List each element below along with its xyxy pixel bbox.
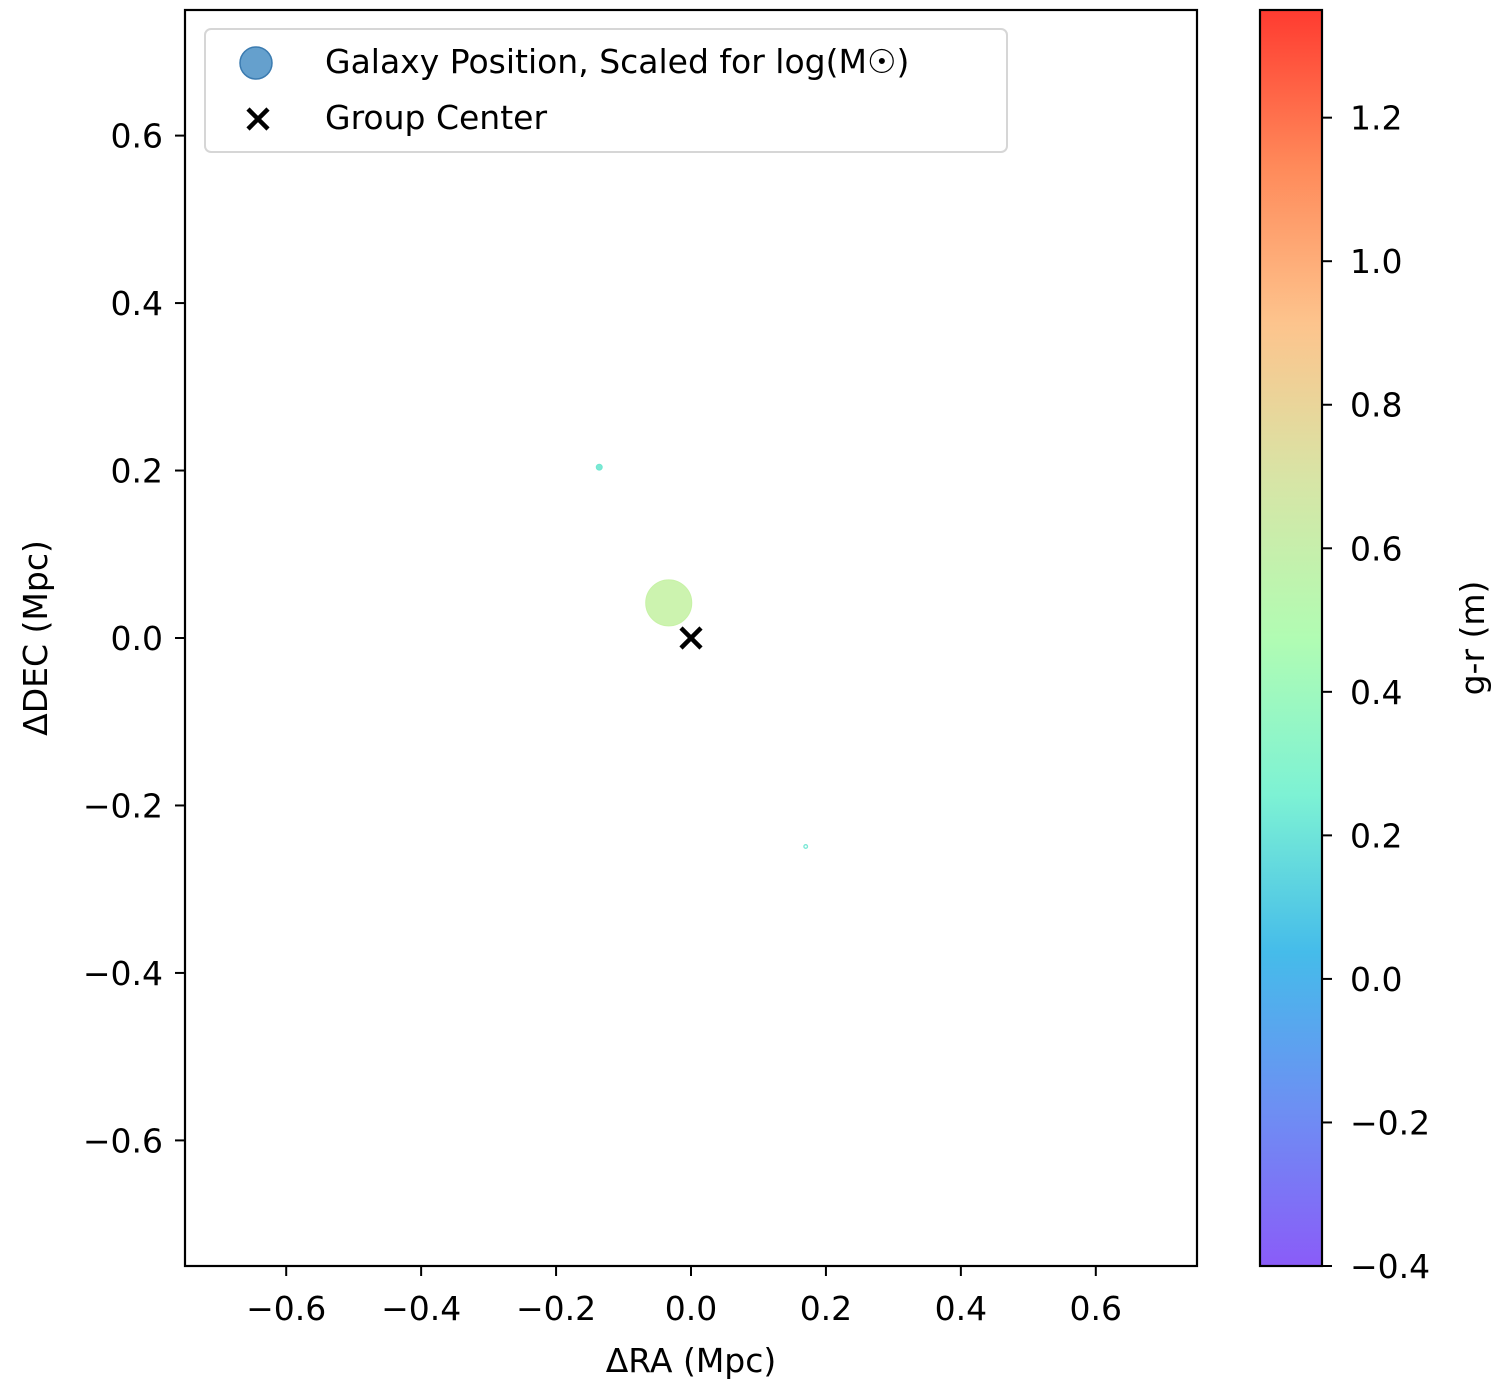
- colorbar-tick-label: −0.4: [1350, 1247, 1430, 1286]
- y-tick-label: −0.6: [83, 1121, 163, 1160]
- y-tick-label: 0.6: [111, 117, 163, 156]
- y-tick-label: 0.2: [111, 452, 163, 491]
- colorbar-tick-label: −0.2: [1350, 1103, 1430, 1142]
- x-tick-label: 0.2: [800, 1289, 852, 1328]
- y-tick-label: 0.0: [111, 619, 163, 658]
- galaxy-point: [595, 463, 603, 471]
- colorbar-tick-label: 1.2: [1350, 99, 1402, 138]
- y-tick-label: 0.4: [111, 284, 163, 323]
- y-axis: 0.6 0.4 0.2 0.0 −0.2 −0.4 −0.6: [83, 117, 185, 1160]
- colorbar-tick-label: 0.6: [1350, 529, 1402, 568]
- colorbar-tick-label: 0.4: [1350, 673, 1402, 712]
- legend-galaxy-label: Galaxy Position, Scaled for log(M☉): [325, 42, 909, 81]
- x-tick-label: −0.2: [516, 1289, 596, 1328]
- legend-galaxy-marker: [239, 46, 273, 80]
- y-tick-label: −0.4: [83, 954, 163, 993]
- colorbar-tick-label: 1.0: [1350, 242, 1402, 281]
- y-axis-label: ΔDEC (Mpc): [16, 540, 55, 736]
- galaxy-point: [645, 579, 693, 627]
- colorbar: 1.2 1.0 0.8 0.6 0.4 0.2 0.0 −0.2 −0.4: [1258, 8, 1430, 1286]
- colorbar-tick-label: 0.0: [1350, 960, 1402, 999]
- x-axis-label: ΔRA (Mpc): [606, 1341, 777, 1380]
- x-tick-label: 0.0: [665, 1289, 717, 1328]
- x-stroke: [246, 107, 270, 131]
- group-center-marker: [679, 626, 703, 650]
- galaxy-point: [803, 844, 809, 849]
- legend-center-marker: [246, 107, 270, 131]
- x-axis: −0.6 −0.4 −0.2 0.0 0.2 0.4 0.6: [246, 1266, 1122, 1328]
- data-marks: [595, 463, 809, 849]
- x-tick-label: −0.6: [246, 1289, 326, 1328]
- legend: Galaxy Position, Scaled for log(M☉) Group…: [204, 28, 1008, 153]
- colorbar-gradient: [1258, 8, 1324, 1268]
- colorbar-tick-label: 0.8: [1350, 386, 1402, 425]
- x-tick-label: −0.4: [381, 1289, 461, 1328]
- legend-frame: [204, 28, 1008, 153]
- y-tick-label: −0.2: [83, 786, 163, 825]
- x-tick-label: 0.4: [935, 1289, 987, 1328]
- colorbar-tick-label: 0.2: [1350, 816, 1402, 855]
- x-tick-label: 0.6: [1070, 1289, 1122, 1328]
- x-stroke: [679, 626, 703, 650]
- colorbar-label: g-r (m): [1453, 581, 1492, 696]
- legend-center-label: Group Center: [325, 98, 547, 137]
